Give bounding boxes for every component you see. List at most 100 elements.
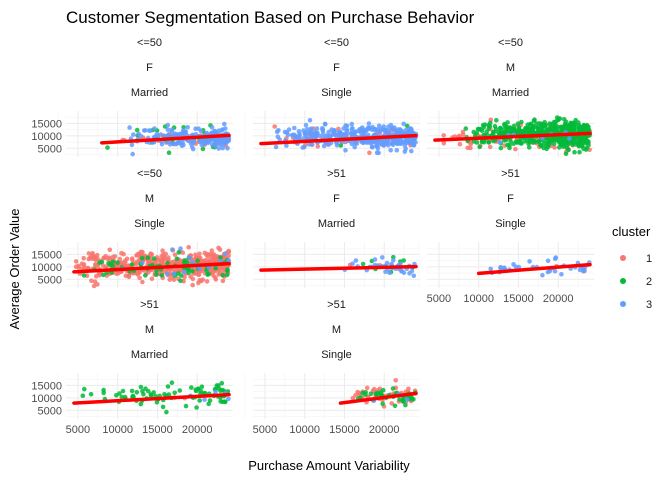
- scatter-point-cluster-2: [537, 121, 542, 126]
- scatter-point-cluster-2: [165, 384, 171, 389]
- scatter-point-cluster-2: [154, 272, 159, 277]
- scatter-point-cluster-3: [170, 247, 175, 252]
- scatter-point-cluster-2: [577, 149, 582, 155]
- scatter-point-cluster-1: [135, 272, 140, 277]
- facet-strip-label: F: [146, 62, 153, 74]
- scatter-point-cluster-2: [375, 390, 381, 396]
- scatter-point-cluster-2: [471, 129, 477, 135]
- scatter-point-cluster-3: [169, 127, 175, 132]
- scatter-point-cluster-3: [350, 261, 355, 267]
- scatter-point-cluster-2: [565, 145, 570, 151]
- scatter-point-cluster-1: [220, 278, 226, 284]
- scatter-point-cluster-2: [481, 125, 487, 130]
- scatter-point-cluster-2: [535, 139, 541, 145]
- facet-strip-label: F: [507, 193, 514, 205]
- scatter-point-cluster-3: [273, 144, 279, 150]
- scatter-point-cluster-3: [190, 146, 196, 152]
- scatter-point-cluster-1: [213, 277, 219, 282]
- scatter-point-cluster-2: [120, 388, 126, 394]
- scatter-point-cluster-2: [513, 139, 519, 144]
- legend-label: 2: [646, 276, 652, 288]
- scatter-point-cluster-1: [193, 252, 198, 257]
- scatter-point-cluster-1: [134, 261, 139, 267]
- scatter-point-cluster-3: [552, 268, 558, 274]
- scatter-point-cluster-1: [172, 252, 178, 258]
- scatter-point-cluster-1: [89, 278, 94, 284]
- scatter-point-cluster-2: [143, 386, 148, 392]
- scatter-point-cluster-2: [572, 149, 577, 155]
- scatter-point-cluster-3: [292, 125, 297, 131]
- trend-line: [72, 261, 231, 274]
- facet-strip-label: Single: [134, 218, 165, 230]
- scatter-point-cluster-2: [160, 404, 166, 410]
- legend-swatch-cluster-1: [620, 255, 626, 261]
- scatter-point-cluster-1: [355, 389, 360, 395]
- scatter-point-cluster-2: [493, 126, 499, 132]
- scatter-point-cluster-1: [119, 250, 124, 256]
- scatter-point-cluster-2: [134, 127, 140, 133]
- scatter-point-cluster-1: [86, 256, 92, 262]
- trend-line: [100, 133, 231, 145]
- scatter-point-cluster-2: [401, 258, 407, 263]
- scatter-point-cluster-3: [276, 128, 281, 133]
- scatter-point-cluster-2: [200, 146, 206, 152]
- scatter-point-cluster-2: [186, 270, 191, 276]
- scatter-point-cluster-2: [475, 126, 481, 132]
- scatter-point-cluster-2: [503, 130, 509, 135]
- scatter-point-cluster-1: [112, 254, 118, 259]
- scatter-point-cluster-3: [409, 268, 415, 274]
- scatter-point-cluster-2: [579, 139, 585, 145]
- facet-strip-label: >51: [140, 299, 159, 311]
- scatter-point-cluster-2: [80, 393, 86, 399]
- scatter-point-cluster-2: [392, 403, 398, 409]
- scatter-point-cluster-1: [204, 279, 210, 284]
- scatter-point-cluster-3: [303, 122, 309, 128]
- scatter-point-cluster-3: [375, 146, 381, 151]
- y-tick-label: 15000: [31, 249, 62, 261]
- scatter-point-cluster-2: [88, 391, 94, 397]
- trend-line: [259, 133, 418, 146]
- facet-strip-label: M: [145, 193, 154, 205]
- scatter-point-cluster-2: [507, 143, 512, 148]
- scatter-point-cluster-2: [583, 126, 588, 132]
- y-tick-label: 15000: [31, 380, 62, 392]
- scatter-point-cluster-1: [460, 132, 466, 137]
- scatter-point-cluster-3: [158, 132, 164, 137]
- scatter-point-cluster-1: [468, 141, 474, 147]
- scatter-point-cluster-3: [185, 125, 190, 130]
- scatter-point-cluster-2: [183, 403, 189, 409]
- scatter-point-cluster-2: [508, 139, 513, 144]
- scatter-point-cluster-3: [350, 126, 355, 131]
- scatter-point-cluster-2: [531, 124, 536, 129]
- scatter-point-cluster-2: [138, 384, 144, 390]
- scatter-point-cluster-3: [344, 123, 350, 129]
- scatter-point-cluster-2: [576, 143, 582, 148]
- scatter-point-cluster-3: [225, 146, 230, 151]
- scatter-point-cluster-3: [307, 132, 313, 137]
- facet-strip-label: F: [333, 62, 340, 74]
- scatter-point-cluster-1: [102, 255, 107, 260]
- scatter-point-cluster-3: [349, 121, 355, 127]
- scatter-point-cluster-3: [165, 127, 171, 132]
- scatter-point-cluster-2: [138, 401, 144, 407]
- scatter-point-cluster-2: [218, 255, 223, 260]
- scatter-point-cluster-3: [165, 122, 171, 128]
- scatter-point-cluster-2: [162, 392, 167, 397]
- scatter-point-cluster-3: [130, 151, 135, 157]
- scatter-point-cluster-2: [561, 117, 567, 122]
- scatter-point-cluster-3: [191, 139, 197, 144]
- scatter-point-cluster-1: [140, 279, 145, 285]
- scatter-point-cluster-1: [126, 274, 132, 280]
- facet-panels: <=50FMarried50001000015000<=50FSingle<=5…: [31, 37, 594, 436]
- scatter-point-cluster-3: [402, 149, 408, 154]
- scatter-point-cluster-3: [320, 126, 325, 131]
- scatter-point-cluster-3: [321, 143, 327, 149]
- scatter-point-cluster-1: [216, 245, 221, 251]
- scatter-point-cluster-3: [170, 141, 176, 147]
- scatter-point-cluster-3: [332, 128, 337, 133]
- facet-strip-label: Married: [318, 218, 355, 230]
- scatter-point-cluster-2: [213, 265, 218, 271]
- scatter-point-cluster-1: [159, 259, 165, 265]
- legend: cluster 1 2 3: [612, 224, 652, 311]
